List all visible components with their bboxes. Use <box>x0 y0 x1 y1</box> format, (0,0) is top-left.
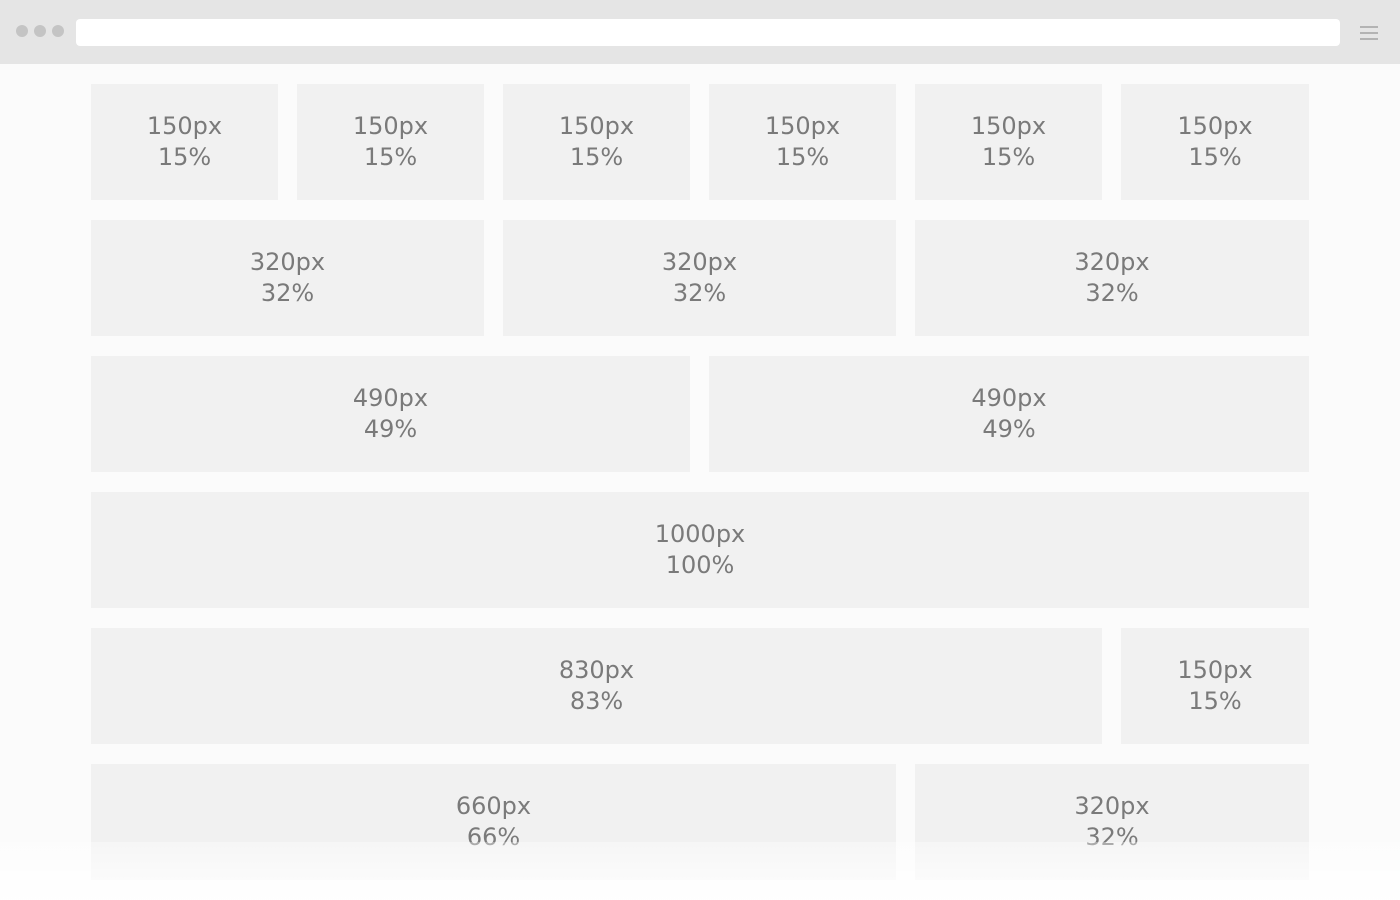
cell-px-label: 150px <box>764 112 841 140</box>
grid-layout: 150px 15% 150px 15% 150px 15% 150px 15% … <box>91 84 1309 900</box>
window-control-dot[interactable] <box>16 25 28 37</box>
grid-cell: 150px 15% <box>297 84 484 200</box>
cell-percent-label: 32% <box>1085 279 1139 307</box>
page-content: 150px 15% 150px 15% 150px 15% 150px 15% … <box>0 64 1400 900</box>
cell-percent-label: 15% <box>363 143 418 171</box>
grid-cell: 150px 15% <box>709 84 896 200</box>
grid-row: 1000px 100% <box>91 492 1309 608</box>
grid-row: 150px 15% 150px 15% 150px 15% 150px 15% … <box>91 84 1309 200</box>
grid-cell: 320px 32% <box>503 220 896 336</box>
hamburger-menu-icon[interactable] <box>1360 26 1378 40</box>
grid-cell: 1000px 100% <box>91 492 1309 608</box>
grid-cell: 490px 49% <box>91 356 690 472</box>
cell-px-label: 150px <box>970 112 1047 140</box>
grid-row: 320px 32% 320px 32% 320px 32% <box>91 220 1309 336</box>
window-control-dot[interactable] <box>34 25 46 37</box>
cell-px-label: 320px <box>1074 248 1150 276</box>
cell-px-label: 490px <box>352 384 429 412</box>
cell-px-label: 150px <box>1177 656 1253 684</box>
cell-percent-label: 15% <box>1188 143 1242 171</box>
cell-percent-label: 100% <box>665 551 735 579</box>
grid-cell: 150px 15% <box>91 84 278 200</box>
grid-cell: 830px 83% <box>91 628 1102 744</box>
cell-percent-label: 83% <box>569 687 624 715</box>
cell-px-label: 660px <box>455 792 532 820</box>
window-controls <box>16 25 64 37</box>
grid-cell: 150px 15% <box>915 84 1102 200</box>
grid-cell: 320px 32% <box>915 764 1309 880</box>
cell-percent-label: 15% <box>981 143 1036 171</box>
cell-percent-label: 32% <box>1085 823 1139 851</box>
cell-percent-label: 49% <box>982 415 1036 443</box>
cell-percent-label: 15% <box>1188 687 1242 715</box>
browser-toolbar <box>0 0 1400 64</box>
cell-px-label: 150px <box>558 112 635 140</box>
cell-px-label: 490px <box>971 384 1047 412</box>
grid-row: 830px 83% 150px 15% <box>91 628 1309 744</box>
cell-percent-label: 15% <box>775 143 830 171</box>
cell-percent-label: 15% <box>569 143 624 171</box>
cell-px-label: 1000px <box>654 520 746 548</box>
grid-row: 660px 66% 320px 32% <box>91 764 1309 880</box>
grid-cell: 490px 49% <box>709 356 1309 472</box>
cell-px-label: 320px <box>1074 792 1150 820</box>
cell-px-label: 150px <box>146 112 223 140</box>
grid-cell: 150px 15% <box>503 84 690 200</box>
grid-cell: 660px 66% <box>91 764 896 880</box>
cell-percent-label: 66% <box>466 823 521 851</box>
cell-percent-label: 32% <box>672 279 727 307</box>
grid-cell: 320px 32% <box>915 220 1309 336</box>
cell-px-label: 320px <box>661 248 738 276</box>
grid-row: 490px 49% 490px 49% <box>91 356 1309 472</box>
cell-px-label: 830px <box>558 656 635 684</box>
grid-cell: 150px 15% <box>1121 84 1309 200</box>
address-bar[interactable] <box>76 19 1340 46</box>
cell-percent-label: 15% <box>157 143 212 171</box>
window-control-dot[interactable] <box>52 25 64 37</box>
cell-px-label: 150px <box>1177 112 1253 140</box>
cell-percent-label: 32% <box>260 279 315 307</box>
cell-px-label: 150px <box>352 112 429 140</box>
grid-cell: 320px 32% <box>91 220 484 336</box>
cell-percent-label: 49% <box>363 415 418 443</box>
cell-px-label: 320px <box>249 248 326 276</box>
grid-cell: 150px 15% <box>1121 628 1309 744</box>
